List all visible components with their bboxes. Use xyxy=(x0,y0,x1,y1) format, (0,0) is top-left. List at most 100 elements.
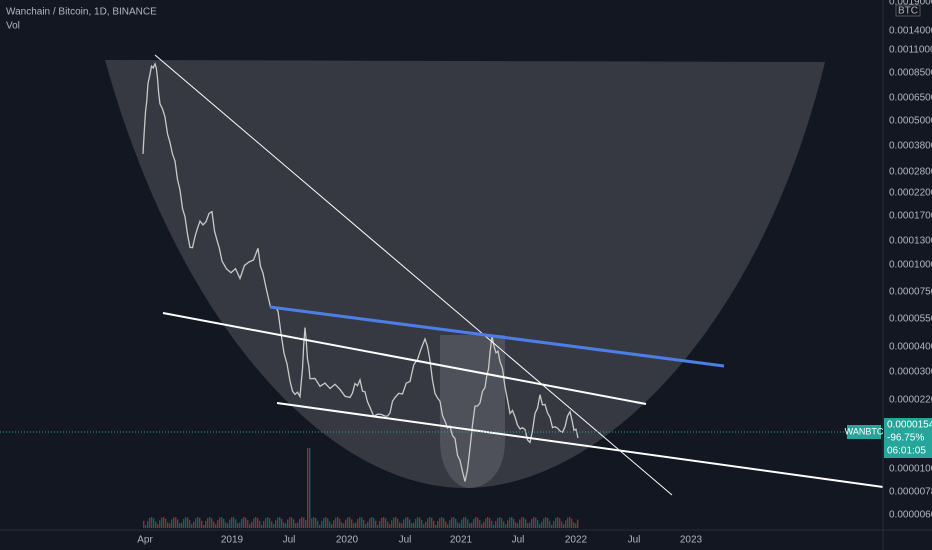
volume-bar xyxy=(443,518,445,528)
volume-bar xyxy=(231,517,233,528)
volume-bar xyxy=(409,519,411,528)
price-tick-label: 0.00065000 xyxy=(889,93,932,104)
volume-bar xyxy=(477,517,479,528)
volume-bar xyxy=(533,517,535,528)
volume-bar xyxy=(323,517,325,528)
volume-bar xyxy=(223,518,225,528)
volume-bar xyxy=(185,517,187,528)
volume-bar xyxy=(501,518,503,528)
price-tick-label: 0.00010000 xyxy=(889,260,932,271)
price-tick-label: 0.00110000 xyxy=(889,45,932,56)
volume-bar xyxy=(457,522,459,528)
volume-bar xyxy=(339,518,341,528)
volume-bar xyxy=(539,524,541,528)
volume-bar xyxy=(571,518,573,528)
price-tick-label: 0.00000600 xyxy=(889,510,932,521)
volume-bar xyxy=(561,521,563,528)
volume-bar xyxy=(239,522,241,528)
volume-bar xyxy=(371,517,373,528)
volume-bar xyxy=(187,517,189,528)
volume-bar xyxy=(491,520,493,528)
time-tick-label: Jul xyxy=(399,535,412,546)
volume-bar xyxy=(333,520,335,528)
volume-bar xyxy=(251,521,253,528)
symbol-tag xyxy=(847,425,881,439)
volume-bar xyxy=(355,522,357,528)
volume-bar xyxy=(167,522,169,528)
volume-bar xyxy=(565,520,567,528)
volume-bar xyxy=(513,518,515,528)
price-tick-label: 0.00013000 xyxy=(889,236,932,247)
volume-bar xyxy=(493,524,495,528)
volume-bar xyxy=(249,524,251,528)
channel-upper xyxy=(162,312,647,405)
volume-bar xyxy=(523,517,525,528)
volume-bar xyxy=(347,517,349,528)
volume-bar xyxy=(577,519,579,528)
volume-bar xyxy=(217,520,219,528)
last-price: 0.00001549 xyxy=(887,420,932,431)
volume-bar xyxy=(499,517,501,528)
volume-bar xyxy=(337,517,339,528)
time-tick-label: 2022 xyxy=(565,535,588,546)
volume-bar xyxy=(393,517,395,528)
price-tick-label: 0.00000780 xyxy=(889,487,932,498)
volume-bar xyxy=(511,517,513,528)
volume-bar xyxy=(357,518,359,528)
volume-bar xyxy=(229,519,231,528)
volume-bar xyxy=(157,524,159,528)
volume-bar xyxy=(329,521,331,528)
price-tick-label: 0.00038000 xyxy=(889,141,932,152)
volume-bar xyxy=(397,518,399,528)
volume-bar xyxy=(381,517,383,528)
time-tick-label: Apr xyxy=(137,535,153,546)
volume-bar xyxy=(287,519,289,528)
price-tick-label: 0.00007500 xyxy=(889,287,932,298)
volume-bar xyxy=(243,517,245,528)
volume-bar xyxy=(495,520,497,528)
volume-bar xyxy=(429,517,431,528)
volume-bar xyxy=(445,521,447,528)
volume-bar xyxy=(377,524,379,528)
volume-bar xyxy=(437,520,439,528)
volume-bar xyxy=(439,517,441,528)
volume-bar xyxy=(205,520,207,528)
channel-lower xyxy=(276,402,884,488)
volume-bar xyxy=(311,518,313,528)
time-tick-label: Jul xyxy=(512,535,525,546)
volume-bar xyxy=(451,517,453,528)
volume-bar xyxy=(181,522,183,528)
volume-bar xyxy=(503,521,505,528)
volume-bar xyxy=(567,517,569,528)
volume-bar xyxy=(413,522,415,528)
volume-bar xyxy=(485,518,487,528)
volume-bar xyxy=(407,517,409,528)
volume-bar xyxy=(509,517,511,528)
volume-bar xyxy=(303,517,305,528)
volume-bar xyxy=(543,518,545,528)
volume-bar xyxy=(435,524,437,528)
volume-bar xyxy=(277,517,279,528)
chart-title: Wanchain / Bitcoin, 1D, BINANCE xyxy=(6,7,157,18)
volume-bar xyxy=(525,519,527,528)
volume-bar xyxy=(189,520,191,528)
volume-bar xyxy=(551,524,553,528)
volume-bar xyxy=(151,517,153,528)
volume-bar xyxy=(527,523,529,528)
volume-bar xyxy=(421,520,423,528)
cup-shape xyxy=(105,60,825,488)
volume-bar xyxy=(245,517,247,528)
volume-bar xyxy=(199,517,201,528)
price-tick-label: 0.00005500 xyxy=(889,314,932,325)
unit-box xyxy=(895,4,921,17)
volume-bar xyxy=(431,517,433,528)
volume-bar xyxy=(367,521,369,528)
volume-bar xyxy=(507,520,509,528)
volume-bar xyxy=(255,517,257,528)
volume-bar xyxy=(269,518,271,528)
volume-bar xyxy=(253,518,255,528)
volume-bar xyxy=(549,520,551,528)
volume-bar xyxy=(395,517,397,528)
volume-bar xyxy=(475,517,477,528)
volume-bar xyxy=(441,517,443,528)
